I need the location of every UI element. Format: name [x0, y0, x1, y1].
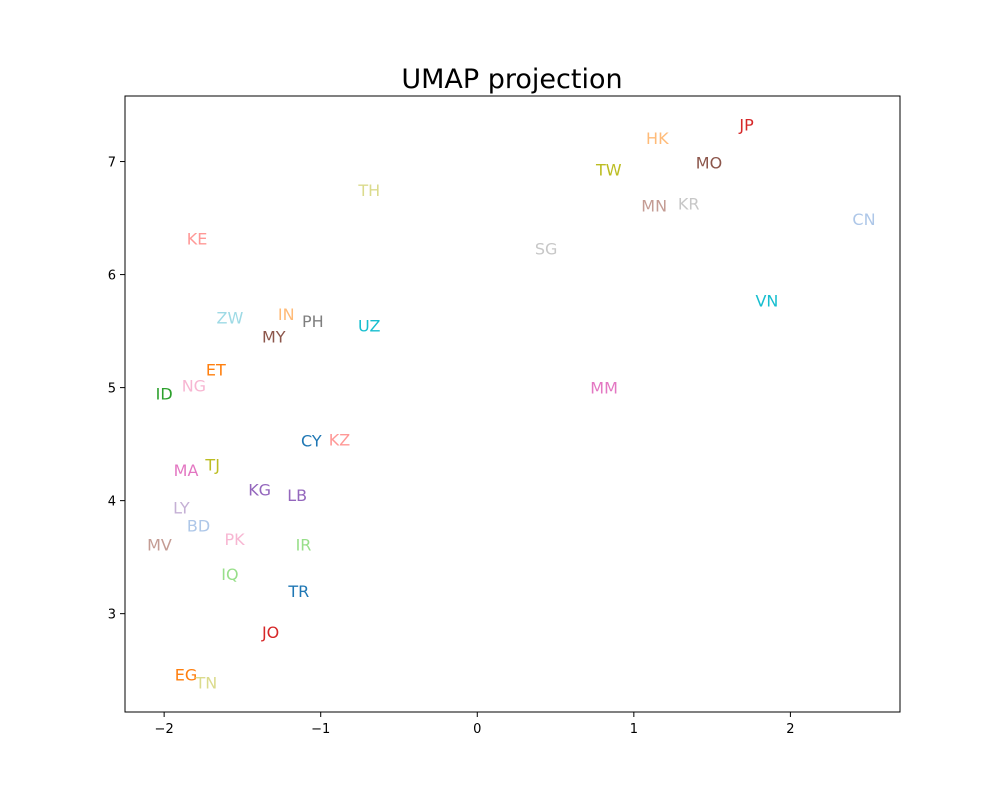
- point-label-iq: IQ: [221, 565, 238, 584]
- point-label-kr: KR: [678, 194, 700, 213]
- point-label-hk: HK: [646, 129, 669, 148]
- point-label-zw: ZW: [217, 309, 244, 328]
- point-label-tw: TW: [595, 160, 622, 179]
- point-label-mv: MV: [147, 536, 172, 555]
- point-label-in: IN: [278, 305, 295, 324]
- point-label-ly: LY: [173, 498, 190, 517]
- point-label-pk: PK: [225, 530, 246, 549]
- point-label-my: MY: [262, 328, 286, 347]
- point-label-eg: EG: [175, 666, 198, 685]
- point-label-lb: LB: [287, 486, 307, 505]
- point-label-mm: MM: [590, 379, 618, 398]
- point-label-cn: CN: [852, 210, 875, 229]
- point-label-jp: JP: [738, 115, 754, 134]
- point-label-cy: CY: [301, 432, 322, 451]
- y-tick-label: 6: [108, 269, 116, 284]
- point-label-vn: VN: [755, 292, 778, 311]
- point-label-kz: KZ: [329, 431, 350, 450]
- plot-area-frame: [124, 95, 901, 713]
- point-label-ke: KE: [187, 229, 208, 248]
- y-tick-label: 7: [108, 156, 116, 171]
- point-label-sg: SG: [535, 240, 558, 259]
- point-label-ir: IR: [296, 536, 312, 555]
- point-label-et: ET: [206, 361, 226, 380]
- point-label-id: ID: [156, 384, 173, 403]
- point-label-mo: MO: [696, 154, 722, 173]
- x-tick-label: 1: [630, 722, 638, 737]
- point-label-ph: PH: [302, 312, 324, 331]
- y-tick-label: 5: [108, 382, 116, 397]
- point-label-th: TH: [357, 181, 380, 200]
- point-label-uz: UZ: [358, 316, 380, 335]
- y-tick-label: 4: [108, 495, 116, 510]
- x-tick-label: −1: [311, 722, 330, 737]
- point-label-mn: MN: [641, 197, 667, 216]
- x-tick-label: 2: [786, 722, 794, 737]
- point-label-ng: NG: [182, 376, 206, 395]
- point-label-jo: JO: [261, 623, 279, 642]
- chart-title: UMAP projection: [401, 64, 622, 95]
- x-tick-label: −2: [155, 722, 174, 737]
- point-label-ma: MA: [174, 461, 199, 480]
- x-tick-label: 0: [473, 722, 481, 737]
- point-label-kg: KG: [248, 480, 271, 499]
- point-label-tn: TN: [195, 674, 218, 693]
- y-axis: 3 4 5 6 7: [108, 156, 125, 623]
- point-label-tr: TR: [287, 582, 309, 601]
- y-tick-label: 3: [108, 608, 116, 623]
- x-axis: −2 −1 0 1 2: [155, 712, 795, 737]
- point-label-bd: BD: [187, 517, 210, 536]
- point-label-tj: TJ: [204, 455, 220, 474]
